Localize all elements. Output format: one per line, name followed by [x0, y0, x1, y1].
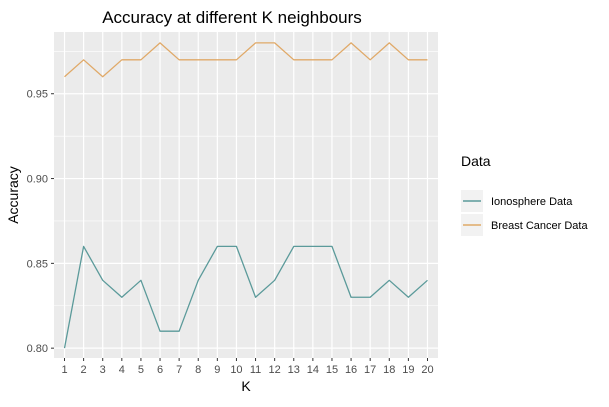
x-tick-label: 7	[176, 364, 182, 376]
x-tick-label: 2	[81, 364, 87, 376]
x-tick-label: 10	[230, 364, 242, 376]
x-tick-label: 18	[383, 364, 395, 376]
chart-title: Accuracy at different K neighbours	[102, 8, 362, 27]
x-tick-label: 14	[307, 364, 319, 376]
x-tick-label: 9	[214, 364, 220, 376]
grid-lines	[54, 32, 438, 358]
plot-panel	[54, 32, 438, 358]
series-line-ionosphere	[63, 245, 428, 349]
x-tick-label: 4	[119, 364, 125, 376]
x-axis: 1 2 3 4 5 6 7 8 9 10 11 12 13 14 15 16 17 18 19 20	[61, 358, 434, 376]
y-tick-label: 0.95	[27, 89, 48, 101]
x-tick-label: 6	[157, 364, 163, 376]
x-tick-label: 15	[326, 364, 338, 376]
x-tick-label: 17	[364, 364, 376, 376]
x-tick-label: 11	[250, 364, 261, 376]
y-axis-label: Accuracy	[5, 166, 21, 224]
y-tick-label: 0.85	[27, 258, 48, 270]
x-tick-label: 16	[345, 364, 357, 376]
x-tick-label: 3	[100, 364, 106, 376]
x-tick-label: 5	[138, 364, 144, 376]
series-lines	[63, 42, 428, 349]
y-axis: 0.80 0.85 0.90 0.95	[27, 89, 54, 355]
y-tick-label: 0.90	[27, 174, 48, 186]
legend-title: Data	[461, 153, 491, 169]
x-tick-label: 1	[61, 364, 67, 376]
series-line-breast-cancer	[64, 42, 428, 78]
legend-entry-label: Breast Cancer Data	[491, 220, 588, 232]
legend: Data Ionosphere Data Breast Cancer Data	[461, 153, 588, 236]
x-tick-label: 13	[288, 364, 300, 376]
x-tick-label: 12	[269, 364, 281, 376]
x-tick-label: 19	[402, 364, 414, 376]
x-tick-label: 20	[421, 364, 433, 376]
legend-entry-label: Ionosphere Data	[491, 196, 573, 208]
legend-keys: Ionosphere Data Breast Cancer Data	[461, 190, 588, 236]
y-tick-label: 0.80	[27, 343, 48, 355]
x-tick-label: 8	[195, 364, 201, 376]
x-axis-label: K	[241, 378, 251, 394]
